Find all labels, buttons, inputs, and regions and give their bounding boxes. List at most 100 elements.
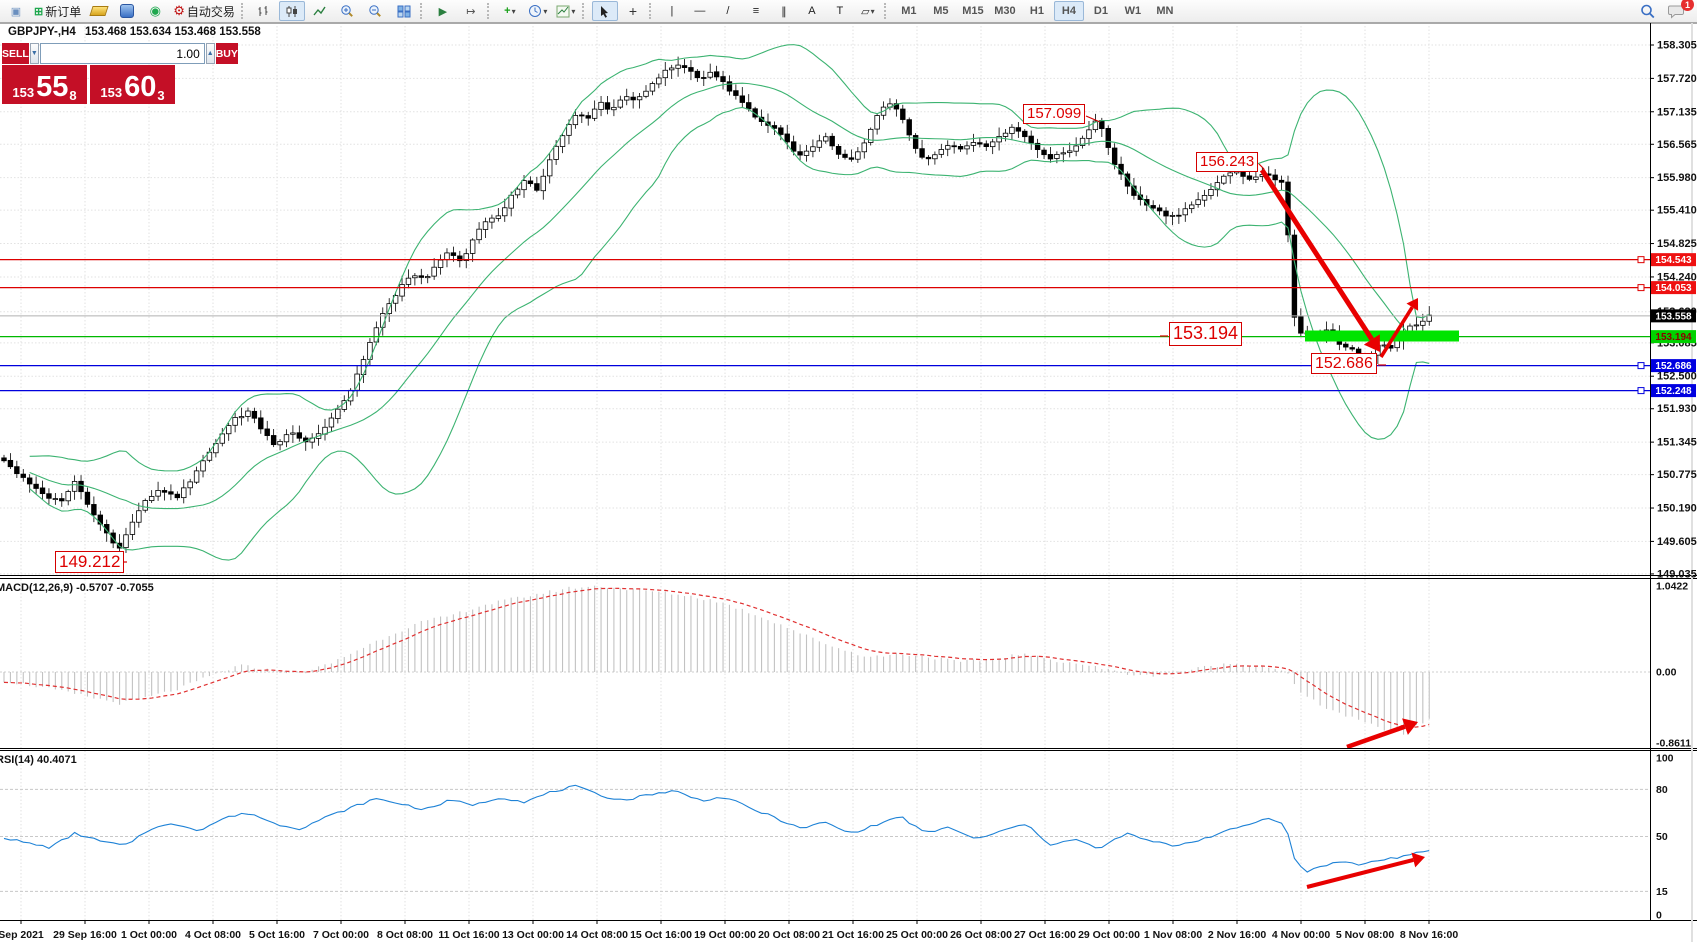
toolbar-grip [581, 3, 589, 19]
main-toolbar: ▣ ⊞ 新订单 ◉ ⚙ 自动交易 ▶ ↦ + ▾ ▾ ▾ + | — / ≡ ∥ [0, 0, 1697, 23]
volume-down-button[interactable]: ▼ [29, 43, 39, 64]
price-axis[interactable]: 158.305 157.720 157.135 156.565 155.980 155.4… [1650, 40, 1697, 581]
zoom-out-icon[interactable] [363, 1, 389, 21]
new-order-label: 新订单 [45, 4, 82, 19]
arrow-objects[interactable] [1259, 168, 1425, 889]
tile-windows-icon[interactable] [391, 1, 417, 21]
svg-text:100: 100 [1656, 752, 1674, 764]
sell-price-button[interactable]: 153 55 8 [2, 65, 87, 104]
fibonacci-tool[interactable]: ≡ [752, 5, 760, 17]
tab-timeframe-M5[interactable]: M5 [933, 5, 949, 17]
price-annotation-149-212[interactable]: 149.212 [55, 551, 125, 574]
buy-button[interactable]: BUY [215, 43, 238, 64]
chart-grid [0, 26, 1650, 920]
window-icon[interactable]: ▣ [10, 5, 22, 18]
periods-button[interactable]: ▾ [525, 1, 551, 21]
svg-text:0.00: 0.00 [1656, 667, 1677, 679]
bollinger-middle [29, 82, 1430, 510]
signal-icon[interactable]: ◉ [149, 3, 161, 18]
svg-text:158.305: 158.305 [1657, 40, 1697, 52]
tab-timeframe-D1[interactable]: D1 [1093, 5, 1108, 17]
rsi-label: RSI(14) 40.4071 [0, 754, 77, 766]
templates-button[interactable]: ▾ [553, 1, 579, 21]
cursor-tool[interactable] [591, 1, 618, 21]
bar-chart-icon[interactable] [251, 1, 277, 21]
svg-text:15: 15 [1656, 886, 1668, 898]
price-annotation-153-194[interactable]: 153.194 [1169, 322, 1243, 346]
buy-price-button[interactable]: 153 60 3 [90, 65, 175, 104]
volume-up-button[interactable]: ▲ [205, 43, 215, 64]
trendline-tool[interactable]: / [726, 5, 730, 17]
macd-pane [3, 585, 1430, 735]
chevron-down-icon: ▾ [511, 6, 516, 16]
macd-signal-line [3, 587, 1430, 729]
svg-text:151.345: 151.345 [1657, 437, 1697, 449]
svg-text:152.248: 152.248 [1655, 386, 1692, 397]
svg-text:155.410: 155.410 [1657, 205, 1697, 217]
chevron-down-icon: ▾ [571, 6, 576, 16]
label-tool[interactable]: T [836, 5, 844, 17]
svg-text:29 Oct 00:00: 29 Oct 00:00 [1078, 929, 1140, 941]
bollinger-lower [29, 106, 1430, 561]
volume-input[interactable] [39, 43, 205, 64]
svg-text:152.686: 152.686 [1655, 361, 1692, 372]
tab-timeframe-MN[interactable]: MN [1156, 5, 1174, 17]
chart-canvas[interactable]: 158.305 157.720 157.135 156.565 155.980 155.4… [0, 22, 1697, 942]
tab-timeframe-M30[interactable]: M30 [994, 5, 1016, 17]
horizontal-line-tool[interactable]: — [694, 5, 706, 17]
chat-icon[interactable]: 1 [1663, 0, 1694, 21]
candlestick-chart-icon[interactable] [278, 1, 305, 21]
toolbar-grip [240, 3, 248, 19]
tab-timeframe-H1[interactable]: H1 [1029, 5, 1044, 17]
market-icon[interactable] [114, 1, 140, 21]
svg-text:4 Oct 08:00: 4 Oct 08:00 [185, 929, 241, 941]
macd-label: MACD(12,26,9) -0.5707 -0.7055 [0, 582, 154, 594]
indicator-axis[interactable]: 1.0422 0.00 -0.8611 100 80 50 15 0 [1656, 580, 1691, 921]
svg-text:29 Sep 16:00: 29 Sep 16:00 [53, 929, 117, 941]
svg-text:155.980: 155.980 [1657, 172, 1697, 184]
new-order-button[interactable]: ⊞ 新订单 [31, 1, 84, 21]
toolbar-grip [648, 3, 656, 19]
autotrade-label: 自动交易 [186, 4, 235, 19]
svg-text:80: 80 [1656, 784, 1668, 796]
timeframe-group: M1 M5 M15 M30 H1 H4 D1 W1 MN [893, 1, 1181, 21]
tab-timeframe-W1[interactable]: W1 [1124, 5, 1142, 17]
vertical-line-tool[interactable]: | [670, 5, 674, 17]
svg-text:-0.8611: -0.8611 [1656, 738, 1691, 750]
channel-tool[interactable]: ∥ [781, 5, 787, 18]
autotrade-button[interactable]: ⚙ 自动交易 [170, 1, 238, 21]
chart-shift-icon[interactable]: ↦ [466, 5, 476, 18]
svg-text:13 Oct 00:00: 13 Oct 00:00 [502, 929, 564, 941]
svg-text:154.825: 154.825 [1657, 238, 1697, 250]
tab-timeframe-M1[interactable]: M1 [901, 5, 917, 17]
time-axis[interactable]: Sep 2021 29 Sep 16:00 1 Oct 00:00 4 Oct 08:… [0, 920, 1458, 941]
zoom-in-icon[interactable] [335, 1, 361, 21]
svg-text:1 Nov 08:00: 1 Nov 08:00 [1144, 929, 1203, 941]
svg-text:Sep 2021: Sep 2021 [0, 929, 44, 941]
svg-text:151.930: 151.930 [1657, 403, 1697, 415]
bollinger-upper [29, 44, 1430, 472]
tab-timeframe-H4[interactable]: H4 [1053, 1, 1084, 21]
svg-text:157.720: 157.720 [1657, 73, 1697, 85]
svg-text:154.543: 154.543 [1655, 255, 1692, 266]
tab-timeframe-M15[interactable]: M15 [962, 5, 984, 17]
svg-text:149.035: 149.035 [1657, 568, 1697, 580]
text-tool[interactable]: A [808, 5, 816, 17]
svg-text:153.194: 153.194 [1655, 332, 1692, 343]
search-icon[interactable] [1635, 1, 1661, 21]
auto-scroll-icon[interactable]: ▶ [438, 5, 448, 18]
crosshair-tool[interactable]: + [628, 3, 637, 19]
indicators-button[interactable]: + ▾ [497, 1, 523, 21]
toolbar-grip [883, 3, 891, 19]
price-annotation-152-686[interactable]: 152.686 [1311, 353, 1377, 375]
price-annotation-157-099[interactable]: 157.099 [1023, 104, 1086, 124]
shapes-tool[interactable]: ▱ ▾ [861, 5, 875, 18]
sell-button[interactable]: SELL [2, 43, 29, 64]
rsi-pane [3, 784, 1430, 873]
price-annotation-156-243[interactable]: 156.243 [1196, 152, 1259, 172]
gold-ingot-icon[interactable] [86, 1, 112, 21]
highlight-layer[interactable] [1305, 330, 1459, 342]
line-chart-icon[interactable] [307, 1, 333, 21]
svg-text:154.240: 154.240 [1657, 271, 1697, 283]
